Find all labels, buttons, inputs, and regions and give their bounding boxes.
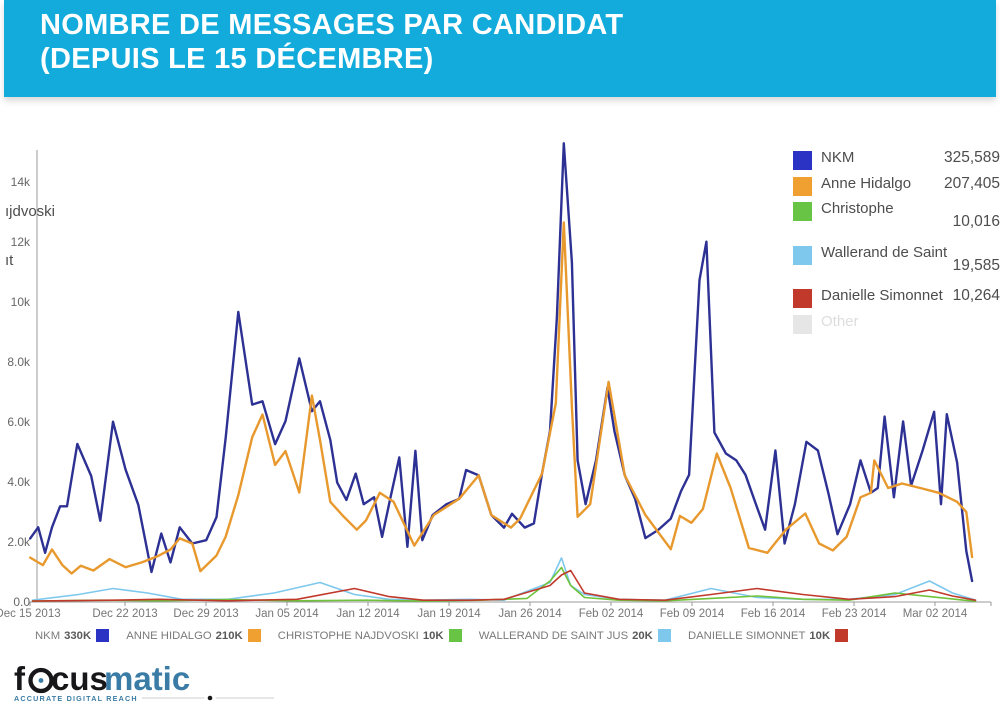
svg-text:cus: cus xyxy=(51,660,108,697)
svg-text:matic: matic xyxy=(104,660,190,697)
svg-text:ACCURATE DIGITAL REACH: ACCURATE DIGITAL REACH xyxy=(14,694,138,703)
svg-text:f: f xyxy=(14,660,26,697)
